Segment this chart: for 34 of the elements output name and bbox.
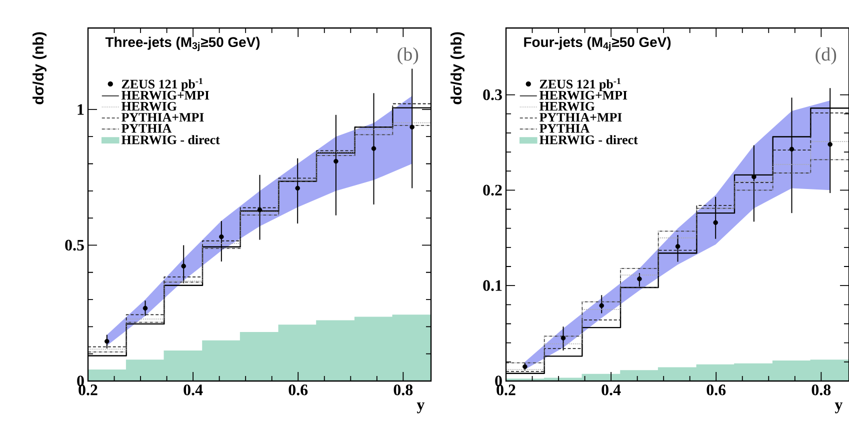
legend-label: HERWIG+MPI	[122, 90, 210, 100]
y-axis-title: dσ/dy (nb)	[450, 32, 464, 104]
legend-label: HERWIG	[540, 102, 595, 111]
text: Three-jets (M$_{3j}$≥50 GeV)	[105, 36, 260, 52]
x-tick-label: 0.2	[496, 384, 516, 396]
y-tick-label: 1	[78, 104, 84, 115]
legend-label: HERWIG	[122, 102, 177, 111]
annotation: (d)	[816, 47, 836, 65]
legend-label: HERWIG+MPI	[540, 90, 628, 100]
text: Four-jets (M$_{4j}$≥50 GeV)	[524, 36, 671, 52]
y-tick-label: 0.2	[483, 184, 502, 196]
annotation: (b)	[398, 47, 418, 65]
y-tick-label: 0.3	[483, 89, 502, 100]
x-tick-label: 0.4	[184, 384, 203, 396]
x-tick-label: 0.8	[394, 384, 413, 396]
legend-label: PYTHIA	[122, 124, 172, 133]
x-tick-label: 0.6	[288, 384, 308, 396]
legend-label: ZEUS 121 pb$^{-1}$	[540, 78, 621, 92]
legend-label: PYTHIA+MPI	[122, 113, 204, 122]
y-axis-title: dσ/dy (nb)	[32, 32, 46, 104]
x-tick-label: 0.4	[602, 384, 621, 396]
y-tick-label: 0.5	[65, 240, 84, 251]
legend-label: HERWIG - direct	[122, 135, 220, 144]
legend-label: HERWIG - direct	[540, 135, 638, 144]
y-tick-label: 0	[77, 376, 84, 386]
legend-label: PYTHIA+MPI	[540, 113, 622, 122]
x-axis-title: y	[834, 402, 843, 414]
y-tick-label: 0.1	[483, 280, 502, 291]
x-tick-label: 0.6	[706, 384, 726, 396]
y-tick-label: 0	[495, 376, 502, 386]
x-axis-title: y	[416, 402, 425, 414]
legend-label: PYTHIA	[540, 124, 590, 133]
legend-label: ZEUS 121 pb$^{-1}$	[122, 78, 203, 92]
x-tick-label: 0.8	[812, 384, 831, 396]
